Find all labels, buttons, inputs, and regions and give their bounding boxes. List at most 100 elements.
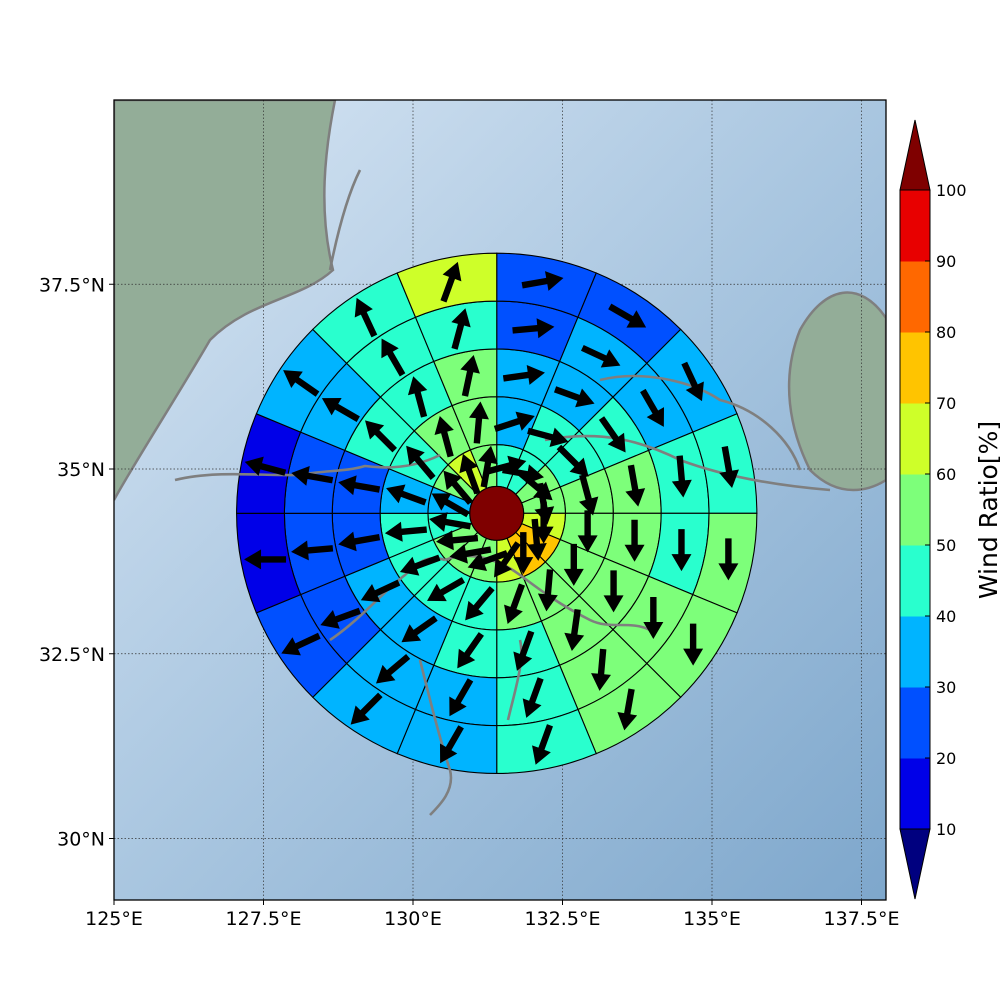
wind-arrow [365, 420, 397, 453]
x-tick-label: 130°E [384, 908, 442, 930]
x-tick-label: 127.5°E [226, 908, 302, 930]
colorbar-segment-20 [900, 687, 930, 759]
wind-arrow [553, 386, 595, 408]
wind-arrow [504, 583, 525, 624]
x-axis-ticks: 125°E 127.5°E 130°E 132.5°E 135°E 137.5°E [85, 900, 899, 930]
wind-arrow [577, 510, 598, 553]
wind-arrow [563, 543, 584, 586]
colorbar-tick-label: 70 [936, 394, 956, 413]
x-tick-label: 125°E [85, 908, 143, 930]
wind-arrow [719, 446, 739, 488]
wind-arrow [513, 532, 534, 575]
wind-arrow [321, 398, 360, 422]
colorbar-extend-over [899, 119, 931, 191]
wind-arrow [291, 466, 334, 486]
wind-arrow [467, 550, 509, 572]
wind-arrow [598, 416, 626, 453]
y-axis-ticks: 30°N 32.5°N 35°N 37.5°N [39, 274, 114, 851]
wind-arrow [320, 607, 361, 629]
wind-arrow [625, 464, 646, 507]
sector-grid [236, 252, 758, 775]
colorbar-segment-40 [900, 545, 930, 617]
wind-arrow [681, 361, 704, 402]
wind-arrow [478, 445, 498, 488]
wind-arrow [493, 411, 535, 432]
colorbar-segment-60 [900, 403, 930, 475]
wind-arrow [579, 474, 599, 516]
wind-arrow [384, 521, 428, 542]
colorbar-segment-80 [900, 261, 930, 333]
wind-arrow [502, 365, 545, 385]
wind-arrow [624, 519, 645, 562]
wind-arrow [429, 512, 472, 532]
wind-arrow [360, 579, 401, 603]
colorbar-tick-label: 80 [936, 323, 956, 342]
wind-arrow [513, 630, 535, 671]
colorbar-extend-under [899, 828, 931, 900]
wind-arrow [469, 401, 489, 444]
colorbar-tick-label: 10 [936, 820, 956, 839]
wind-arrow [532, 724, 553, 765]
x-tick-label: 137.5°E [824, 908, 900, 930]
wind-arrow [580, 344, 621, 368]
wind-arrow [244, 456, 287, 476]
wind-arrow [640, 388, 665, 427]
wind-arrow [671, 455, 692, 498]
wind-arrow [386, 484, 427, 506]
wind-arrow [449, 678, 474, 717]
wind-arrow [718, 538, 739, 581]
coastline-7 [599, 374, 802, 471]
wind-arrow [401, 615, 438, 643]
wind-arrow [406, 445, 436, 480]
colorbar-tick-label: 90 [936, 252, 956, 271]
wind-arrow [338, 531, 381, 552]
x-tick-label: 135°E [683, 908, 741, 930]
coastline-5 [418, 659, 453, 816]
wind-arrow [244, 549, 287, 570]
wind-arrow [556, 444, 589, 477]
wind-arrow [521, 271, 564, 291]
colorbar: 10 20 30 40 50 60 70 80 90 100 [899, 119, 967, 900]
wind-arrow [564, 608, 585, 651]
wind-arrow [338, 475, 381, 496]
wind-arrow [522, 677, 544, 718]
wind-arrow [671, 529, 692, 572]
colorbar-segment-90 [900, 190, 930, 262]
colorbar-tick-label: 100 [936, 181, 967, 200]
wind-arrow [459, 453, 481, 495]
wind-arrow [427, 577, 466, 602]
wind-arrow [608, 303, 647, 328]
wind-arrow [449, 543, 492, 564]
y-tick-label: 37.5°N [39, 274, 105, 296]
wind-arrow [281, 632, 321, 656]
colorbar-outline [899, 189, 931, 830]
colorbar-tick-label: 30 [936, 678, 956, 697]
wind-arrow [350, 692, 383, 725]
wind-arrow [407, 376, 428, 418]
wind-arrow [526, 518, 547, 561]
colorbar-label: Wind Ratio[%] [974, 421, 1000, 599]
korea-land [114, 100, 337, 501]
wind-arrow [431, 493, 470, 518]
colorbar-segment-30 [900, 616, 930, 688]
plot-frame [113, 99, 887, 901]
x-tick-label: 132.5°E [525, 908, 601, 930]
wind-arrow [439, 725, 464, 764]
colorbar-tick-label: 50 [936, 536, 956, 555]
wind-arrow [457, 632, 484, 669]
wind-arrow [460, 354, 480, 397]
wind-arrow [375, 654, 411, 684]
wind-arrow [603, 570, 624, 613]
wind-arrow [440, 261, 462, 303]
colorbar-segment-10 [900, 758, 930, 830]
colorbar-tick-label: 20 [936, 749, 956, 768]
wind-arrow [527, 427, 569, 447]
colorbar-tick-label: 40 [936, 607, 956, 626]
y-tick-label: 32.5°N [39, 644, 105, 666]
wind-arrow [643, 596, 664, 639]
wind-arrow [291, 540, 334, 561]
wind-arrows [244, 261, 739, 765]
colorbar-tick-label: 60 [936, 465, 956, 484]
